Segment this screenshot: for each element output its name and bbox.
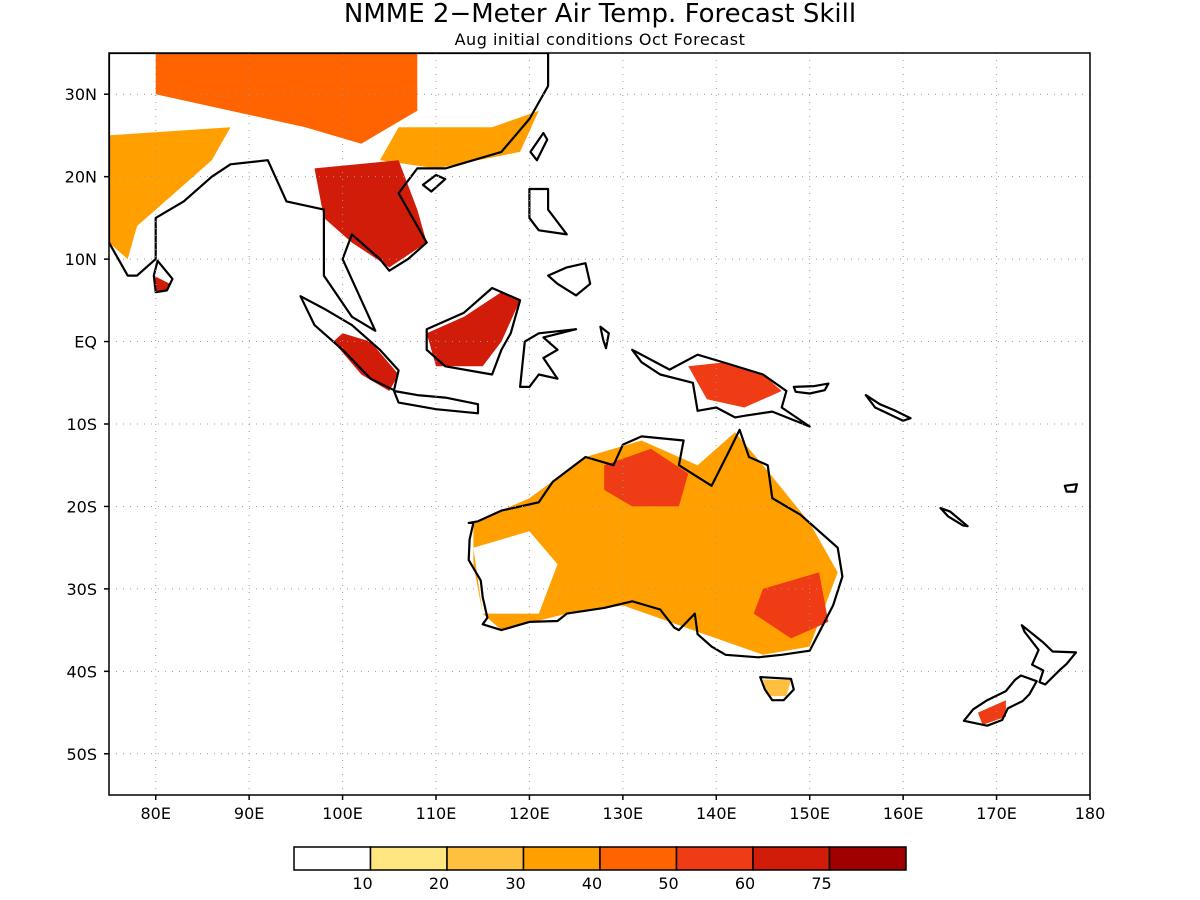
coastline xyxy=(759,675,795,702)
y-tick-label: 20N xyxy=(65,168,97,187)
y-tick-label: 40S xyxy=(66,662,97,681)
y-tick-label: 10S xyxy=(66,415,97,434)
y-tick-label: 30N xyxy=(65,85,97,104)
skill-region xyxy=(604,448,689,507)
x-tick-label: 160E xyxy=(883,804,924,823)
x-tick-label: 140E xyxy=(696,804,737,823)
colorbar-swatch xyxy=(752,846,831,871)
coastline xyxy=(864,394,912,422)
coastline xyxy=(299,295,400,392)
y-tick-label: 50S xyxy=(66,745,97,764)
colorbar-label: 60 xyxy=(735,874,755,893)
colorbar-label: 10 xyxy=(352,874,372,893)
grid-layer xyxy=(109,53,1090,795)
coastline xyxy=(528,187,568,236)
coastline xyxy=(1063,483,1079,493)
x-axis: 80E 90E 100E 110E 120E 130E 140E 150E 160E 170E 18… xyxy=(140,795,1105,823)
skill-region xyxy=(379,110,539,169)
coastline xyxy=(599,325,610,350)
colorbar-swatch xyxy=(522,846,601,871)
colorbar-swatch xyxy=(828,846,907,871)
y-tick-label: 20S xyxy=(66,497,97,516)
skill-region xyxy=(473,531,558,614)
skill-region xyxy=(333,333,399,391)
colorbar-swatch xyxy=(293,846,372,871)
skill-region xyxy=(426,292,521,367)
x-tick-label: 110E xyxy=(416,804,457,823)
y-tick-label: 30S xyxy=(66,580,97,599)
coastline xyxy=(631,348,811,428)
coastline xyxy=(792,382,830,395)
coastline xyxy=(392,389,480,415)
coastline xyxy=(939,507,969,528)
colorbar-swatch xyxy=(675,846,754,871)
coastline xyxy=(1020,624,1078,686)
skill-region xyxy=(473,432,838,655)
skill-region xyxy=(977,700,1006,725)
skill-region xyxy=(417,53,567,128)
coastline xyxy=(518,328,578,388)
coastline xyxy=(421,173,447,193)
skill-shading-layer xyxy=(109,53,1006,725)
colorbar-label: 75 xyxy=(811,874,831,893)
x-tick-label: 150E xyxy=(789,804,830,823)
coastline xyxy=(152,259,174,294)
coastline xyxy=(109,53,550,332)
x-tick-label: 80E xyxy=(140,804,170,823)
x-tick-label: 90E xyxy=(234,804,264,823)
y-tick-label: 10N xyxy=(65,250,97,269)
y-tick-label: EQ xyxy=(74,333,97,352)
coastline xyxy=(529,131,549,162)
skill-region xyxy=(153,275,170,293)
colorbar-swatch xyxy=(446,846,525,871)
y-axis: 30N 20N 10N EQ 10S 20S 30S 40S 50S xyxy=(65,85,109,764)
colorbar-swatch xyxy=(369,846,448,871)
x-tick-label: 180 xyxy=(1075,804,1106,823)
skill-region xyxy=(155,53,418,144)
x-tick-label: 130E xyxy=(603,804,644,823)
coastline xyxy=(425,286,522,376)
coastline xyxy=(962,674,1038,727)
x-tick-label: 100E xyxy=(322,804,363,823)
coastline-layer xyxy=(109,53,1079,727)
x-tick-label: 170E xyxy=(976,804,1017,823)
coastline xyxy=(546,262,592,297)
colorbar-label: 20 xyxy=(429,874,449,893)
coastline xyxy=(467,428,844,659)
colorbar-swatch xyxy=(599,846,678,871)
map-title: NMME 2−Meter Air Temp. Forecast Skill xyxy=(344,0,856,29)
map-subtitle: Aug initial conditions Oct Forecast xyxy=(455,30,746,49)
skill-region xyxy=(763,679,791,697)
colorbar-label: 50 xyxy=(658,874,678,893)
colorbar-label: 40 xyxy=(582,874,602,893)
plot-area xyxy=(108,52,1091,796)
colorbar-label: 30 xyxy=(505,874,525,893)
skill-region xyxy=(109,127,231,260)
colorbar: 10 20 30 40 50 60 75 xyxy=(293,846,907,893)
x-tick-label: 120E xyxy=(509,804,550,823)
